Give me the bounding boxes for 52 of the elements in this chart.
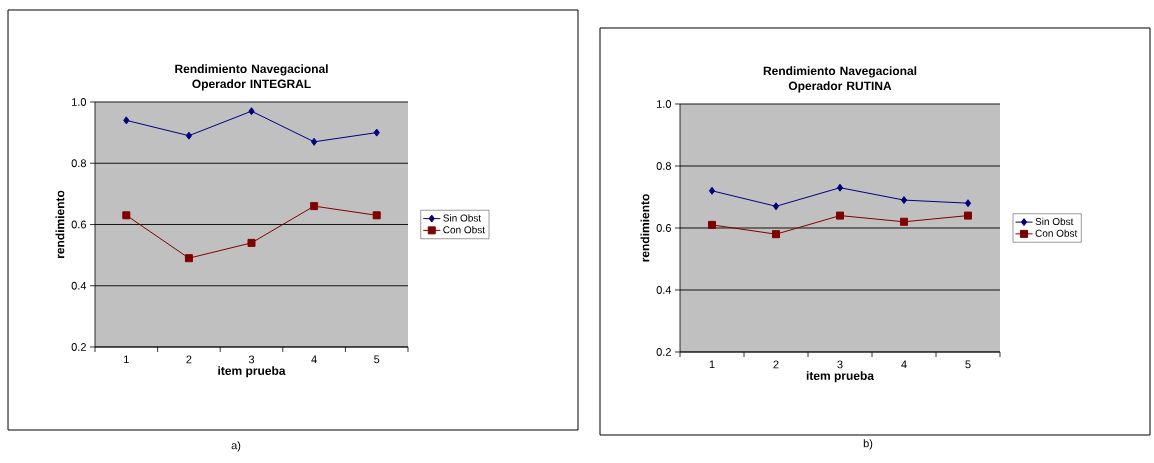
point xyxy=(900,217,908,226)
point xyxy=(248,107,255,116)
point xyxy=(772,230,780,239)
x-tick-label: 4 xyxy=(311,355,317,364)
legend-label: Sin Obst xyxy=(443,214,482,222)
x-tick-label: 3 xyxy=(837,360,843,369)
legend-label: Con Obst xyxy=(1035,229,1078,237)
x-tick-label: 1 xyxy=(709,360,715,369)
x-tick-label: 4 xyxy=(901,360,907,369)
y-tick-label: 0.2 xyxy=(71,343,86,351)
y-tick-label: 0.6 xyxy=(656,224,671,232)
point xyxy=(964,199,972,208)
legend-label: Sin Obst xyxy=(1035,217,1074,226)
x-tick-label: 3 xyxy=(248,355,255,364)
y-tick-label: 0.8 xyxy=(71,159,86,168)
point xyxy=(247,238,256,247)
chart-title: Rendimiento Navegacional Operador INTEGRAL xyxy=(175,64,328,91)
x-tick-label: 2 xyxy=(773,360,779,369)
point xyxy=(122,211,131,220)
x-tick-label: 5 xyxy=(965,360,971,369)
chart-title: Rendimiento Navegacional Operador RUTINA xyxy=(763,66,917,93)
x-axis-title: item prueba xyxy=(218,366,286,378)
point xyxy=(708,220,716,229)
x-tick-label: 1 xyxy=(124,355,129,364)
point xyxy=(964,211,972,220)
point xyxy=(372,211,381,220)
point xyxy=(373,128,380,137)
text: b) xyxy=(863,439,873,450)
point xyxy=(123,116,130,125)
y-axis-title: rendimiento xyxy=(640,194,650,262)
point xyxy=(772,202,780,211)
y-tick-label: 0.4 xyxy=(71,281,87,290)
y-axis-title: rendimiento xyxy=(55,190,65,259)
point xyxy=(185,131,193,140)
x-axis-title: item prueba xyxy=(806,371,875,383)
y-tick-label: 0.4 xyxy=(656,286,672,294)
x-tick-label: 5 xyxy=(374,355,380,364)
point xyxy=(310,137,318,146)
point xyxy=(836,183,844,192)
y-tick-label: 1.0 xyxy=(72,98,87,106)
legend-label: Con Obst xyxy=(443,225,485,234)
x-tick-label: 2 xyxy=(186,355,192,364)
y-tick-label: 0.6 xyxy=(71,220,86,229)
point xyxy=(708,186,716,195)
y-tick-label: 1.0 xyxy=(657,100,672,108)
point xyxy=(184,254,193,263)
point xyxy=(900,196,908,205)
point xyxy=(310,202,319,211)
y-tick-label: 0.8 xyxy=(656,162,671,170)
text: a) xyxy=(231,441,241,452)
y-tick-label: 0.2 xyxy=(656,348,671,356)
point xyxy=(836,211,844,220)
